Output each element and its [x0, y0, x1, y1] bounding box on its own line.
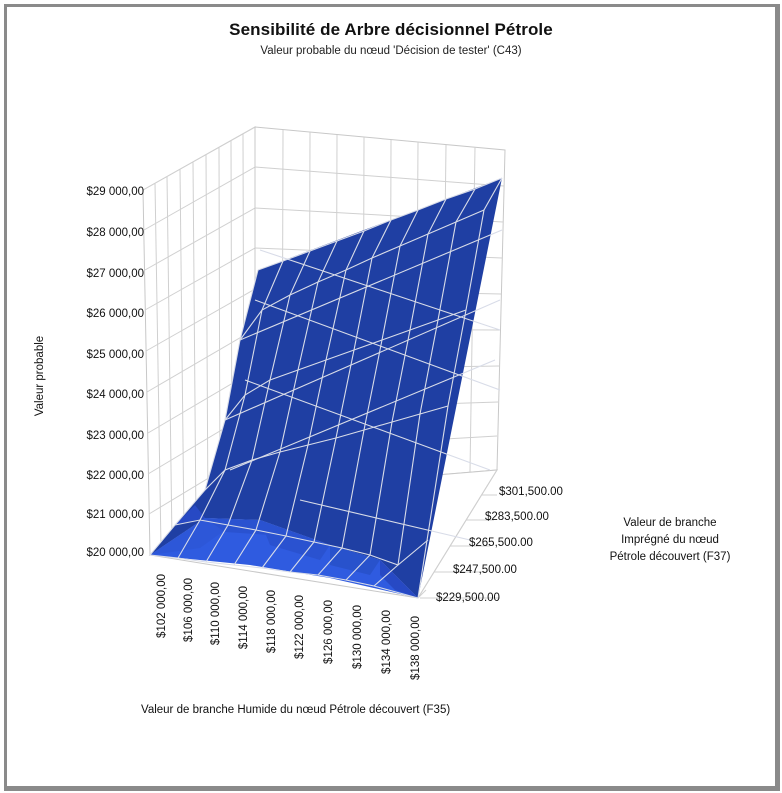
x-axis-label: Valeur de branche Humide du nœud Pétrole…: [141, 704, 451, 716]
y-tick: $22 000,00: [86, 470, 144, 482]
y-tick: $20 000,00: [86, 547, 144, 559]
x-tick: $114 000,00: [238, 586, 251, 650]
x-tick: $106 000,00: [182, 578, 195, 642]
y-tick: $23 000,00: [86, 430, 144, 442]
chart-subtitle: Valeur probable du nœud 'Décision de tes…: [260, 45, 522, 57]
y-axis-label: Valeur probable: [34, 335, 46, 417]
z-tick: $247,500.00: [453, 564, 517, 576]
y-tick: $28 000,00: [86, 227, 144, 239]
x-tick: $130 000,00: [351, 605, 364, 669]
x-tick: $118 000,00: [266, 590, 279, 654]
x-tick: $138 000,00: [409, 616, 422, 680]
surface: [150, 178, 502, 598]
y-tick: $24 000,00: [86, 389, 144, 401]
x-tick: $122 000,00: [293, 595, 306, 659]
z-tick: $301,500.00: [499, 486, 563, 498]
z-tick: $265,500.00: [469, 537, 533, 549]
y-tick: $27 000,00: [86, 268, 144, 280]
x-tick: $126 000,00: [322, 600, 335, 664]
z-axis-label-line1: Valeur de branche: [623, 517, 717, 529]
z-tick: $283,500.00: [485, 511, 549, 523]
chart-title: Sensibilité de Arbre décisionnel Pétrole: [229, 20, 553, 39]
z-axis-label-line3: Pétrole découvert (F37): [609, 551, 731, 563]
x-tick: $134 000,00: [380, 610, 393, 674]
y-tick: $26 000,00: [86, 308, 144, 320]
x-tick: $102 000,00: [155, 574, 168, 638]
z-tick: $229,500.00: [436, 592, 500, 604]
y-tick: $29 000,00: [86, 186, 144, 198]
y-tick: $25 000,00: [86, 349, 144, 361]
z-axis-label: Valeur de branche Imprégné du nœud Pétro…: [590, 515, 750, 566]
y-tick: $21 000,00: [86, 509, 144, 521]
surface-mesh: [149, 177, 503, 599]
x-tick: $110 000,00: [210, 582, 223, 646]
z-axis-label-line2: Imprégné du nœud: [621, 534, 719, 546]
